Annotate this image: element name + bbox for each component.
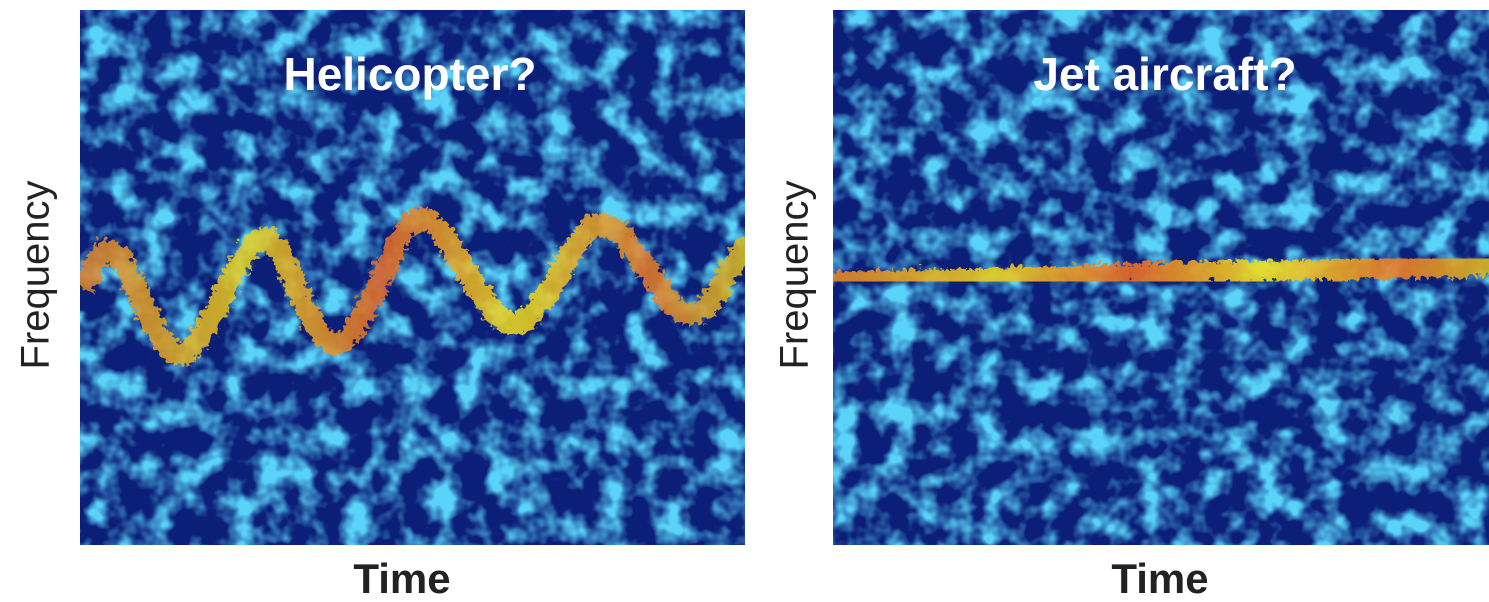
x-axis-label: Time — [353, 555, 450, 602]
y-axis-label: Frequency — [14, 181, 58, 370]
spectrogram-panel — [80, 10, 745, 545]
signal-trace — [80, 203, 745, 362]
signal-trace — [833, 251, 1489, 289]
y-axis-label: Frequency — [773, 181, 817, 370]
x-axis-label: Time — [1111, 555, 1208, 602]
panel-title: Jet aircraft? — [1033, 48, 1296, 100]
panel-title: Helicopter? — [283, 48, 536, 100]
spectrogram-panel — [833, 10, 1489, 545]
noise-texture — [80, 10, 745, 545]
